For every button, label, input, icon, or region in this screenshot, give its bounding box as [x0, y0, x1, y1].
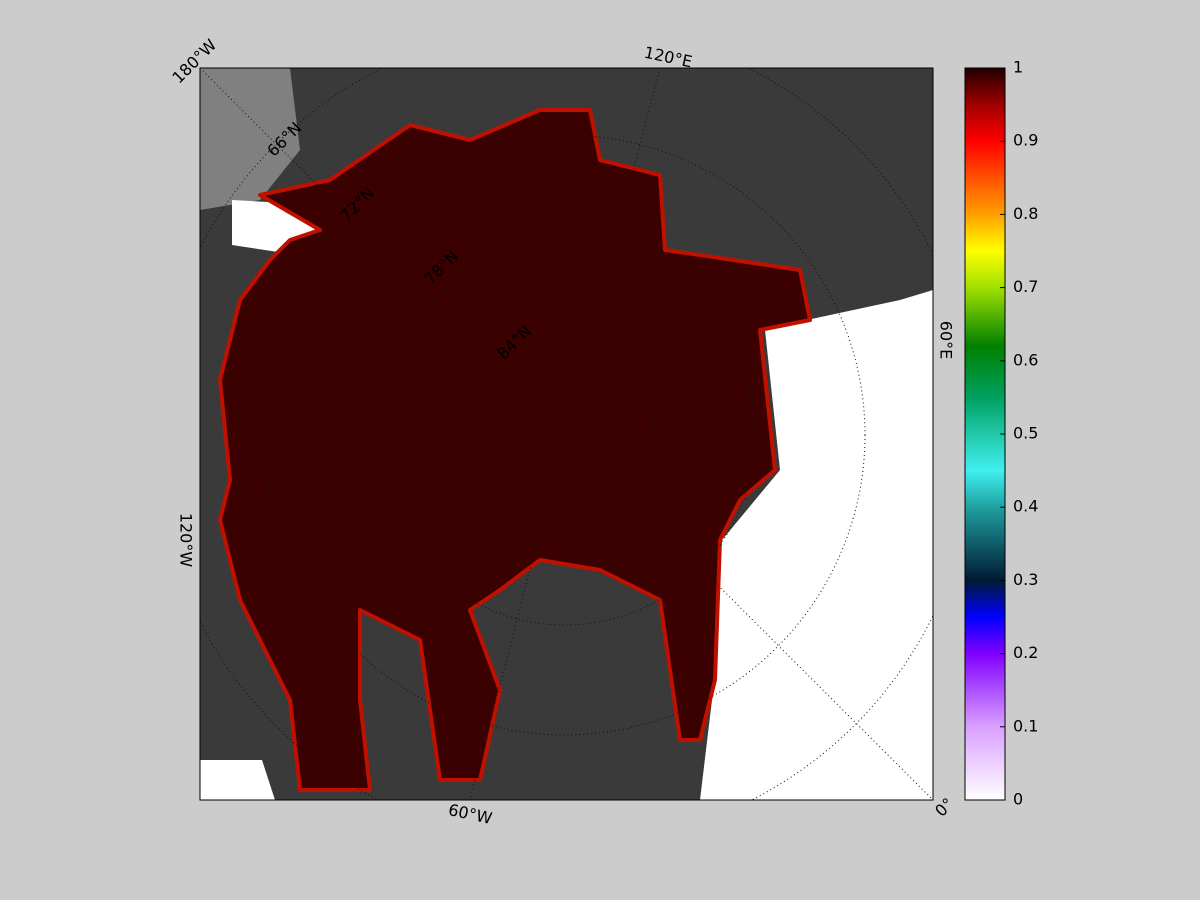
- lon-label: 120°E: [642, 43, 694, 72]
- graticule: [474, 344, 656, 526]
- lon-label: 60°W: [447, 800, 494, 828]
- colorbar-tick-label: 0.4: [1013, 497, 1038, 516]
- colorbar-tick-label: 1: [1013, 58, 1023, 77]
- graticule: [264, 134, 866, 736]
- meridian: [200, 68, 933, 800]
- lon-label: 60°E: [937, 321, 956, 359]
- graticule: [374, 244, 756, 626]
- colorbar-tick-label: 0.9: [1013, 131, 1038, 150]
- colorbar-tick-label: 0.2: [1013, 643, 1038, 662]
- map: [200, 68, 933, 800]
- colorbar-tick-label: 0.5: [1013, 424, 1038, 443]
- map-frame: [199, 67, 934, 801]
- colorbar-tick-label: 0.3: [1013, 570, 1038, 589]
- sea-ice: [218, 108, 812, 792]
- colorbar-tick-label: 0.1: [1013, 716, 1038, 735]
- colorbar-tick-label: 0.8: [1013, 204, 1038, 223]
- land-light: [200, 68, 300, 210]
- colorbar: [964, 67, 1006, 801]
- open-ocean: [700, 290, 933, 800]
- lon-label: 0°: [931, 794, 957, 820]
- colorbar-tick-label: 0: [1013, 790, 1023, 809]
- lon-label: 120°W: [177, 513, 196, 568]
- colorbar-tick-label: 0.7: [1013, 277, 1038, 296]
- colorbar-tick-label: 0.6: [1013, 350, 1038, 369]
- open-ocean: [200, 760, 275, 800]
